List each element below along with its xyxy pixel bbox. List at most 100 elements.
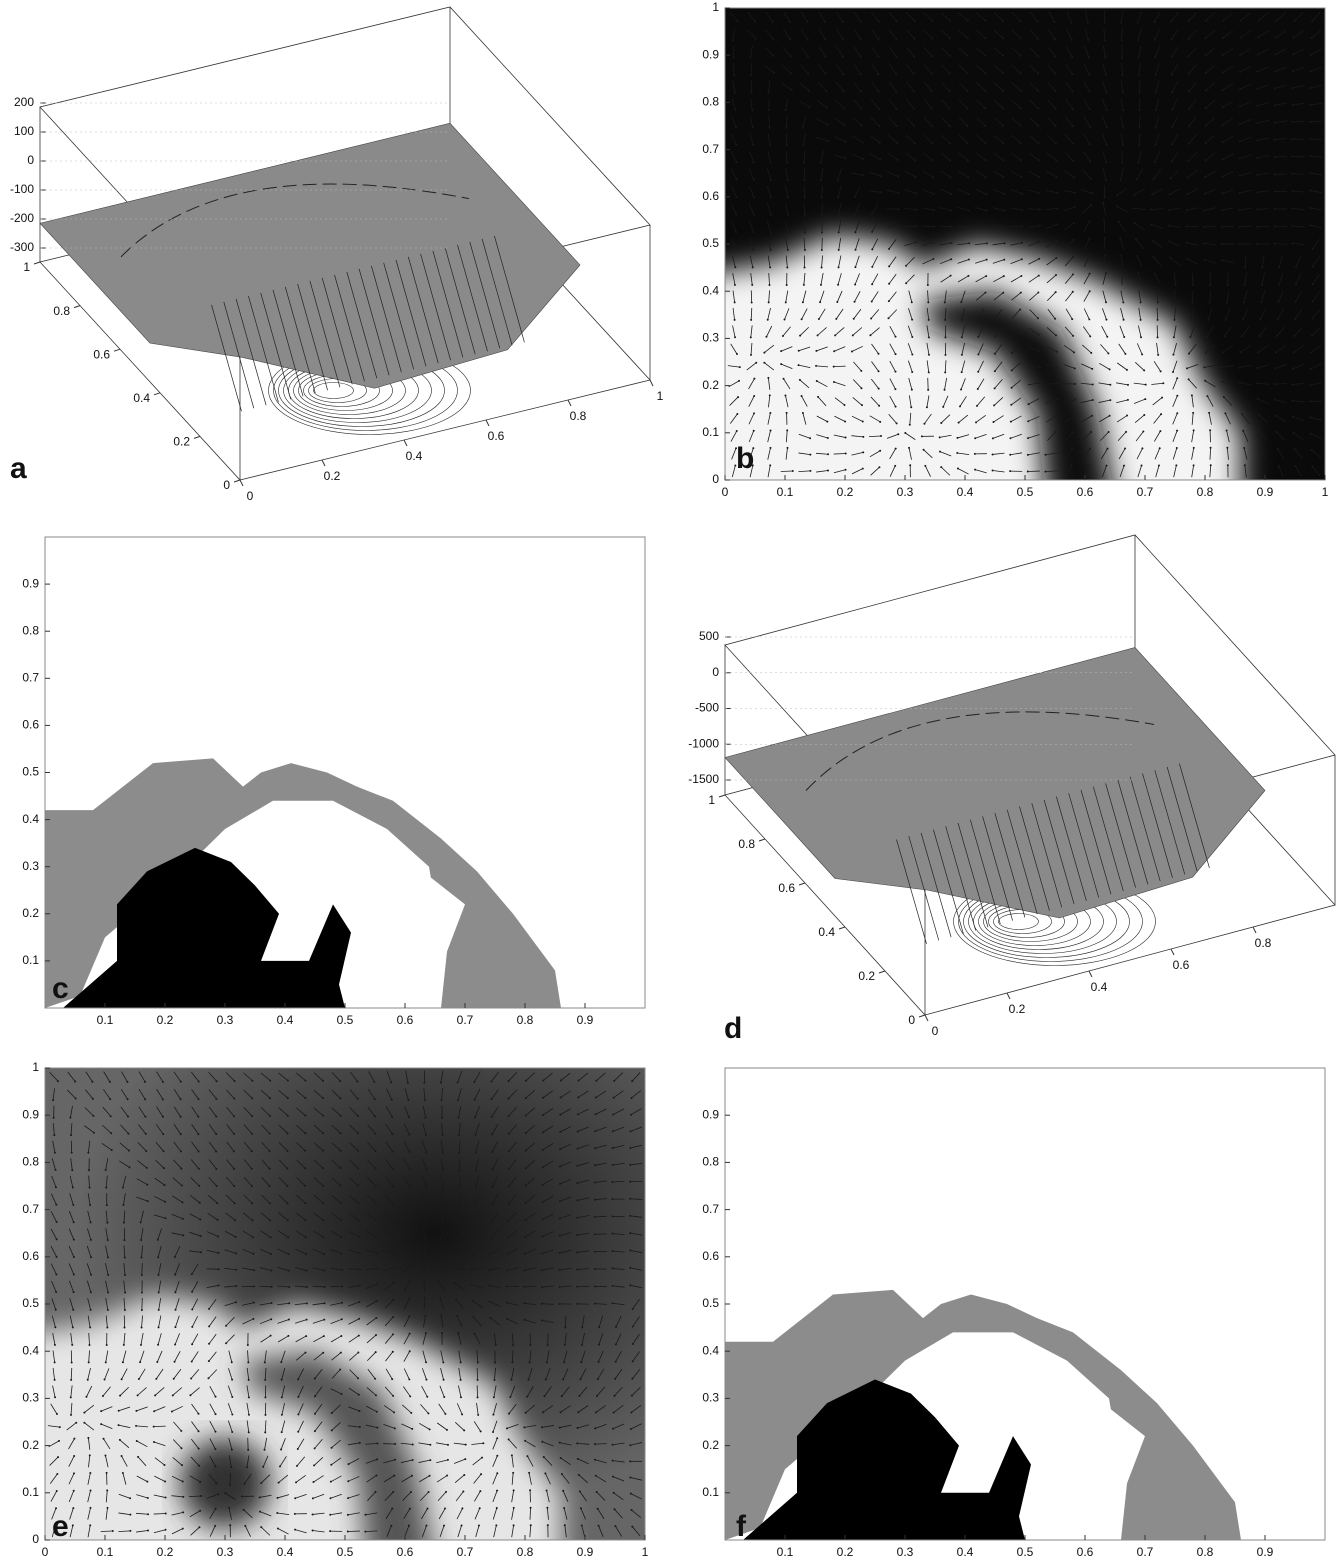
arrow-head [340, 1185, 342, 1187]
arrow-head [559, 1286, 561, 1288]
arrow-head [1150, 208, 1152, 210]
arrow-head [1055, 159, 1057, 161]
arrow-head [1089, 220, 1091, 222]
arrow-head [844, 157, 846, 159]
arrow-head [73, 1291, 75, 1293]
arrow-head [767, 319, 769, 321]
arrow-head [1071, 56, 1073, 58]
arrow [424, 1281, 425, 1293]
arrow [260, 1286, 272, 1287]
arrow-head [931, 142, 933, 144]
y-tick-label: 0.2 [22, 906, 39, 920]
y-tick-label: 0.5 [22, 765, 39, 779]
arrow-head [977, 353, 979, 355]
arrow-head [1003, 242, 1005, 244]
arrow-head [994, 335, 996, 337]
y-tick-label: 0.6 [702, 1249, 719, 1263]
arrow-head [909, 464, 911, 466]
arrow-head [772, 55, 774, 57]
arrow-head [513, 1524, 515, 1526]
arrow-head [525, 1132, 527, 1134]
arrow-head [199, 1481, 201, 1483]
arrow-head [359, 1268, 361, 1270]
arrow-head [198, 1151, 200, 1153]
arrow-head [124, 1326, 126, 1328]
arrow-head [926, 406, 928, 408]
arrow-head [862, 451, 864, 453]
arrow-head [1055, 90, 1057, 92]
arrow-head [1210, 447, 1212, 449]
arrow-head [122, 1472, 124, 1474]
arrow-head [88, 1361, 90, 1363]
arrow-head [393, 1282, 395, 1284]
arrow-head [443, 1396, 445, 1398]
y-tick-label: 0.8 [22, 1155, 39, 1169]
arrow-head [1171, 109, 1173, 111]
arrow-head [1143, 414, 1145, 416]
arrow-head [974, 453, 976, 455]
arrow-head [1226, 301, 1228, 303]
arrow-head [444, 1413, 446, 1415]
arrow-head [103, 1438, 105, 1440]
panel-label: e [52, 1510, 69, 1543]
arrow-head [442, 1204, 444, 1206]
arrow-head [1153, 178, 1155, 180]
arrow-head [1191, 301, 1193, 303]
arrow-head [1171, 91, 1173, 93]
arrow-head [1205, 125, 1207, 127]
arrow-head [843, 107, 845, 109]
arrow-head [231, 1396, 233, 1398]
arrow-head [949, 108, 951, 110]
arrow-head [264, 1361, 266, 1363]
arrow-head [1141, 465, 1143, 467]
arrow-head [771, 21, 773, 23]
arrow-head [252, 1318, 254, 1320]
arrow-head [474, 1099, 476, 1101]
arrow-head [89, 1472, 91, 1474]
arrow-head [753, 430, 755, 432]
arrow-head [412, 1252, 414, 1254]
arrow-head [312, 1513, 314, 1515]
arrow-head [753, 196, 755, 198]
arrow-head [392, 1316, 394, 1318]
arrow-head [53, 1117, 55, 1119]
arrow-head [1054, 38, 1056, 40]
arrow-head [490, 1081, 492, 1083]
arrow-head [391, 1099, 393, 1101]
arrow-head [1309, 384, 1311, 386]
arrow-head [615, 1361, 617, 1363]
arrow-head [128, 1150, 130, 1152]
arrow-head [158, 1309, 160, 1311]
arrow-head [1139, 109, 1141, 111]
arrow-head [287, 1202, 289, 1204]
arrow-head [966, 125, 968, 127]
arrow-head [1027, 420, 1029, 422]
arrow-head [373, 1081, 375, 1083]
arrow-head [977, 336, 979, 338]
arrow-head [736, 353, 738, 355]
arrow-head [576, 1251, 578, 1253]
arrow-head [944, 371, 946, 373]
arrow-head [871, 248, 873, 250]
arrow-head [140, 1221, 142, 1223]
arrow-head [790, 55, 792, 57]
arrow-head [215, 1098, 217, 1100]
arrow-head [984, 107, 986, 109]
arrow-head [473, 1238, 475, 1240]
arrow-head [375, 1334, 377, 1336]
arrow-head [73, 1274, 75, 1276]
arrow-head [594, 1285, 596, 1287]
arrow-head [951, 242, 953, 244]
arrow-head [163, 1464, 165, 1466]
arrow-head [1204, 159, 1206, 161]
arrow-head [281, 1396, 283, 1398]
arrow-head [1256, 122, 1258, 124]
arrow-head [816, 380, 818, 382]
arrow-head [231, 1431, 233, 1433]
arrow-head [1292, 138, 1294, 140]
arrow-head [1027, 437, 1029, 439]
arrow-head [394, 1427, 396, 1429]
arrow-head [576, 1286, 578, 1288]
arrow-head [1133, 207, 1135, 209]
arrow-head [950, 176, 952, 178]
